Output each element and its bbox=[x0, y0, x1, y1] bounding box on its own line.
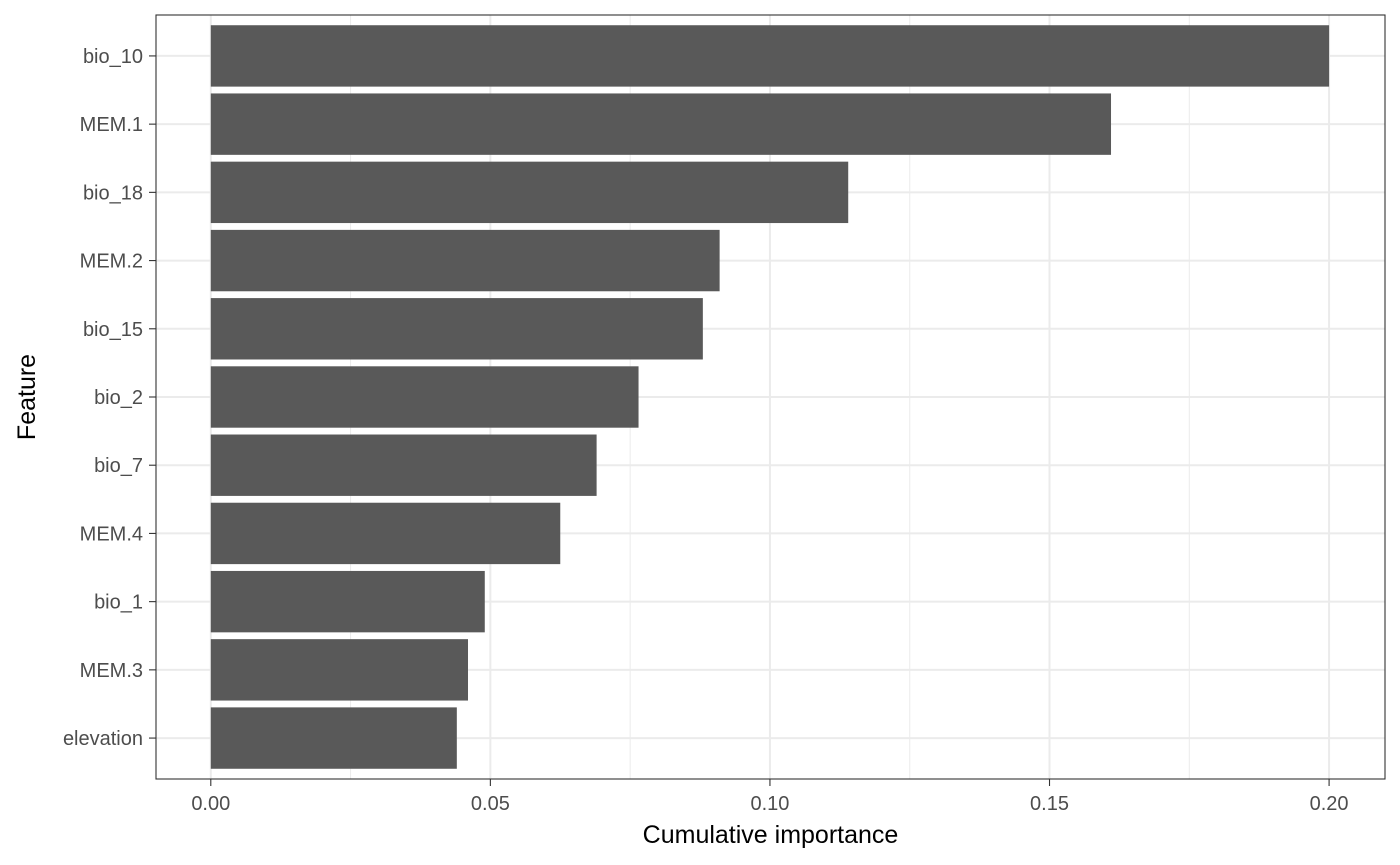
y-tick-label: bio_2 bbox=[94, 387, 143, 409]
x-tick-label: 0.10 bbox=[750, 793, 789, 815]
bar-bio-10 bbox=[210, 25, 1330, 87]
x-tick-label: 0.00 bbox=[191, 793, 230, 815]
y-tick-label: bio_7 bbox=[94, 455, 143, 477]
y-tick-label: MEM.2 bbox=[80, 251, 143, 273]
bar-mem-4 bbox=[210, 502, 561, 565]
x-axis-title: Cumulative importance bbox=[643, 821, 899, 849]
y-tick-label: MEM.1 bbox=[80, 114, 143, 136]
x-tick-label: 0.20 bbox=[1310, 793, 1349, 815]
x-tick-label: 0.05 bbox=[471, 793, 510, 815]
y-tick-label: MEM.4 bbox=[80, 523, 143, 545]
bar-bio-1 bbox=[210, 570, 485, 633]
y-axis: bio_10 MEM.1 bio_18 MEM.2 bio_15 bio_2 bio_7 ME… bbox=[63, 46, 156, 750]
bar-bio-18 bbox=[210, 161, 849, 224]
y-tick-label: MEM.3 bbox=[80, 660, 143, 682]
y-tick-label: elevation bbox=[63, 728, 143, 750]
bar-mem-3 bbox=[210, 639, 469, 701]
bars bbox=[210, 25, 1330, 769]
y-axis-title: Feature bbox=[13, 354, 41, 440]
bar-mem-1 bbox=[210, 93, 1112, 155]
bar-bio-2 bbox=[210, 366, 639, 428]
y-tick-label: bio_1 bbox=[94, 592, 143, 614]
y-tick-label: bio_15 bbox=[83, 319, 143, 341]
bar-bio-15 bbox=[210, 298, 703, 360]
x-tick-label: 0.15 bbox=[1030, 793, 1069, 815]
bar-mem-2 bbox=[210, 229, 720, 292]
y-tick-label: bio_10 bbox=[83, 46, 143, 68]
bar-bio-7 bbox=[210, 434, 597, 496]
bar-elevation bbox=[210, 707, 457, 769]
y-tick-label: bio_18 bbox=[83, 182, 143, 204]
x-axis: 0.00 0.05 0.10 0.15 0.20 bbox=[191, 779, 1349, 815]
